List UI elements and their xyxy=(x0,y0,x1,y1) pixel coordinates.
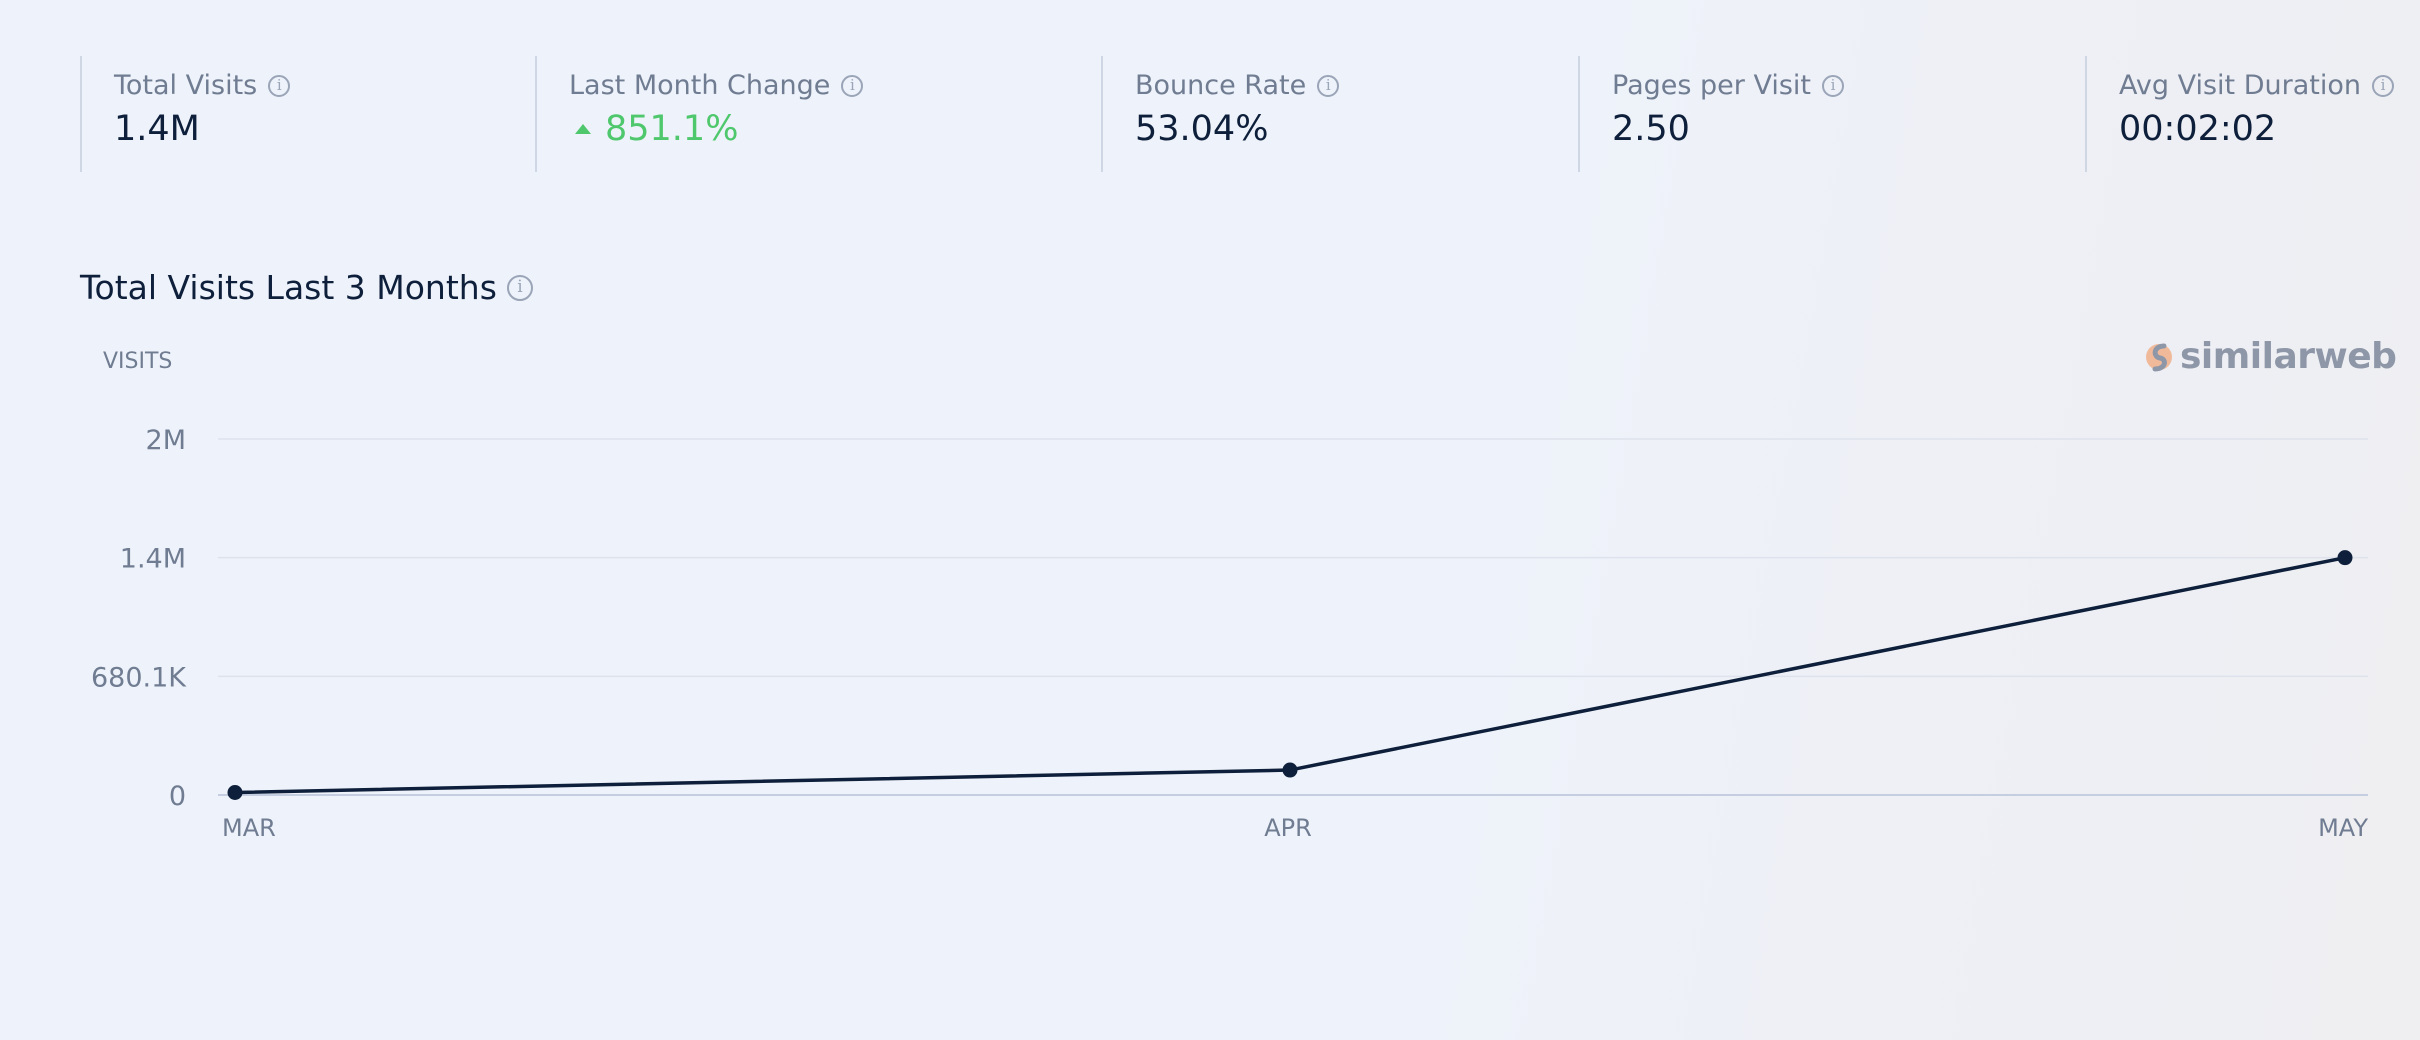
metric-total-visits: Total Visits i 1.4M xyxy=(80,56,291,172)
info-icon[interactable]: i xyxy=(268,74,291,97)
metric-avg-visit-duration: Avg Visit Duration i 00:02:02 xyxy=(2085,56,2394,172)
metrics-bar: Total Visits i 1.4M Last Month Change i … xyxy=(80,56,2420,172)
metric-label: Pages per Visit xyxy=(1612,70,1811,101)
metric-label: Bounce Rate xyxy=(1135,70,1307,101)
chart-title-text: Total Visits Last 3 Months xyxy=(80,268,497,307)
metric-change-value: 851.1% xyxy=(569,109,863,149)
metric-pages-per-visit: Pages per Visit i 2.50 xyxy=(1578,56,1844,172)
info-icon[interactable]: i xyxy=(2371,74,2394,97)
metric-value: 1.4M xyxy=(114,109,200,149)
y-axis-label: VISITS xyxy=(103,349,172,374)
similarweb-logo-icon xyxy=(2146,343,2172,371)
metric-label: Avg Visit Duration xyxy=(2119,70,2361,101)
info-icon[interactable]: i xyxy=(841,74,864,97)
trend-up-icon xyxy=(575,124,591,134)
data-point xyxy=(227,785,243,801)
metric-value: 2.50 xyxy=(1612,109,1690,149)
x-tick-label: MAR xyxy=(222,814,276,842)
metric-value: 851.1% xyxy=(605,109,739,149)
series-line xyxy=(233,555,2347,795)
y-tick-label: 1.4M xyxy=(120,544,186,575)
metric-label: Total Visits xyxy=(114,70,258,101)
data-point xyxy=(2337,550,2353,566)
y-tick-label: 680.1K xyxy=(91,662,187,693)
metric-last-month-change: Last Month Change i 851.1% xyxy=(535,56,864,172)
metric-bounce-rate: Bounce Rate i 53.04% xyxy=(1101,56,1340,172)
y-tick-label: 2M xyxy=(146,425,186,456)
info-icon[interactable]: i xyxy=(506,274,533,301)
y-tick-label: 0 xyxy=(169,781,186,812)
logo-text: similarweb xyxy=(2180,336,2397,377)
metric-value: 00:02:02 xyxy=(2119,109,2277,149)
chart-title: Total Visits Last 3 Months i xyxy=(80,268,533,307)
chart-ticks: VISITS 0 680.1K 1.4M 2M MAR APR MAY xyxy=(91,349,2368,842)
data-point xyxy=(1282,762,1298,778)
info-icon[interactable]: i xyxy=(1821,74,1844,97)
chart-grid xyxy=(218,438,2368,796)
similarweb-logo: similarweb xyxy=(2144,336,2397,377)
metric-value: 53.04% xyxy=(1135,109,1269,149)
x-tick-label: APR xyxy=(1264,814,1312,842)
x-tick-label: MAY xyxy=(2318,814,2368,842)
info-icon[interactable]: i xyxy=(1317,74,1340,97)
chart-series xyxy=(227,550,2353,801)
metric-label: Last Month Change xyxy=(569,70,831,101)
